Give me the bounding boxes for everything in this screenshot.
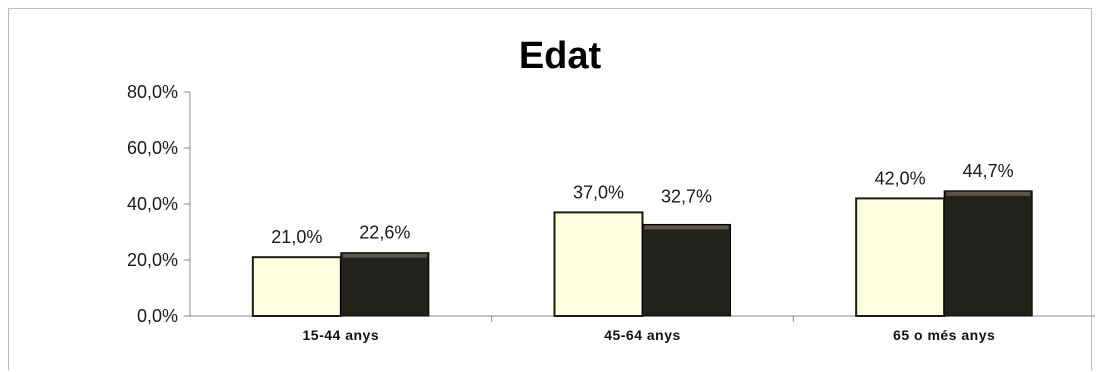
data-label: 21,0% xyxy=(271,227,322,247)
x-tick-label: 65 o més anys xyxy=(893,327,995,343)
x-tick-label: 15-44 anys xyxy=(303,327,380,343)
data-label: 37,0% xyxy=(573,182,624,202)
y-tick-label: 80,0% xyxy=(127,82,178,102)
y-tick-label: 20,0% xyxy=(127,250,178,270)
bar-highlight xyxy=(946,191,1031,196)
data-labels: 21,0% 22,6% 37,0% 32,7% 42,0% 44,7% xyxy=(271,161,1013,247)
y-tick-label: 40,0% xyxy=(127,194,178,214)
bar xyxy=(251,256,342,318)
bar xyxy=(553,211,644,317)
bars xyxy=(251,190,1033,318)
x-tick-label: 45-64 anys xyxy=(604,327,681,343)
bar xyxy=(855,197,946,317)
axes: 0,0% 20,0% 40,0% 60,0% 80,0% 15-44 anys 45-64 … xyxy=(127,82,1095,343)
bar-highlight xyxy=(644,225,729,230)
chart-title: Edat xyxy=(519,35,602,77)
bar xyxy=(340,252,430,317)
data-label: 42,0% xyxy=(875,168,926,188)
y-tick-label: 60,0% xyxy=(127,138,178,158)
chart-frame xyxy=(8,8,1092,370)
bar-highlight xyxy=(342,253,427,258)
data-label: 22,6% xyxy=(359,223,410,243)
data-label: 44,7% xyxy=(963,161,1014,181)
bar xyxy=(943,190,1033,317)
y-tick-label: 0,0% xyxy=(137,306,178,326)
bar xyxy=(642,223,731,317)
data-label: 32,7% xyxy=(661,186,712,206)
